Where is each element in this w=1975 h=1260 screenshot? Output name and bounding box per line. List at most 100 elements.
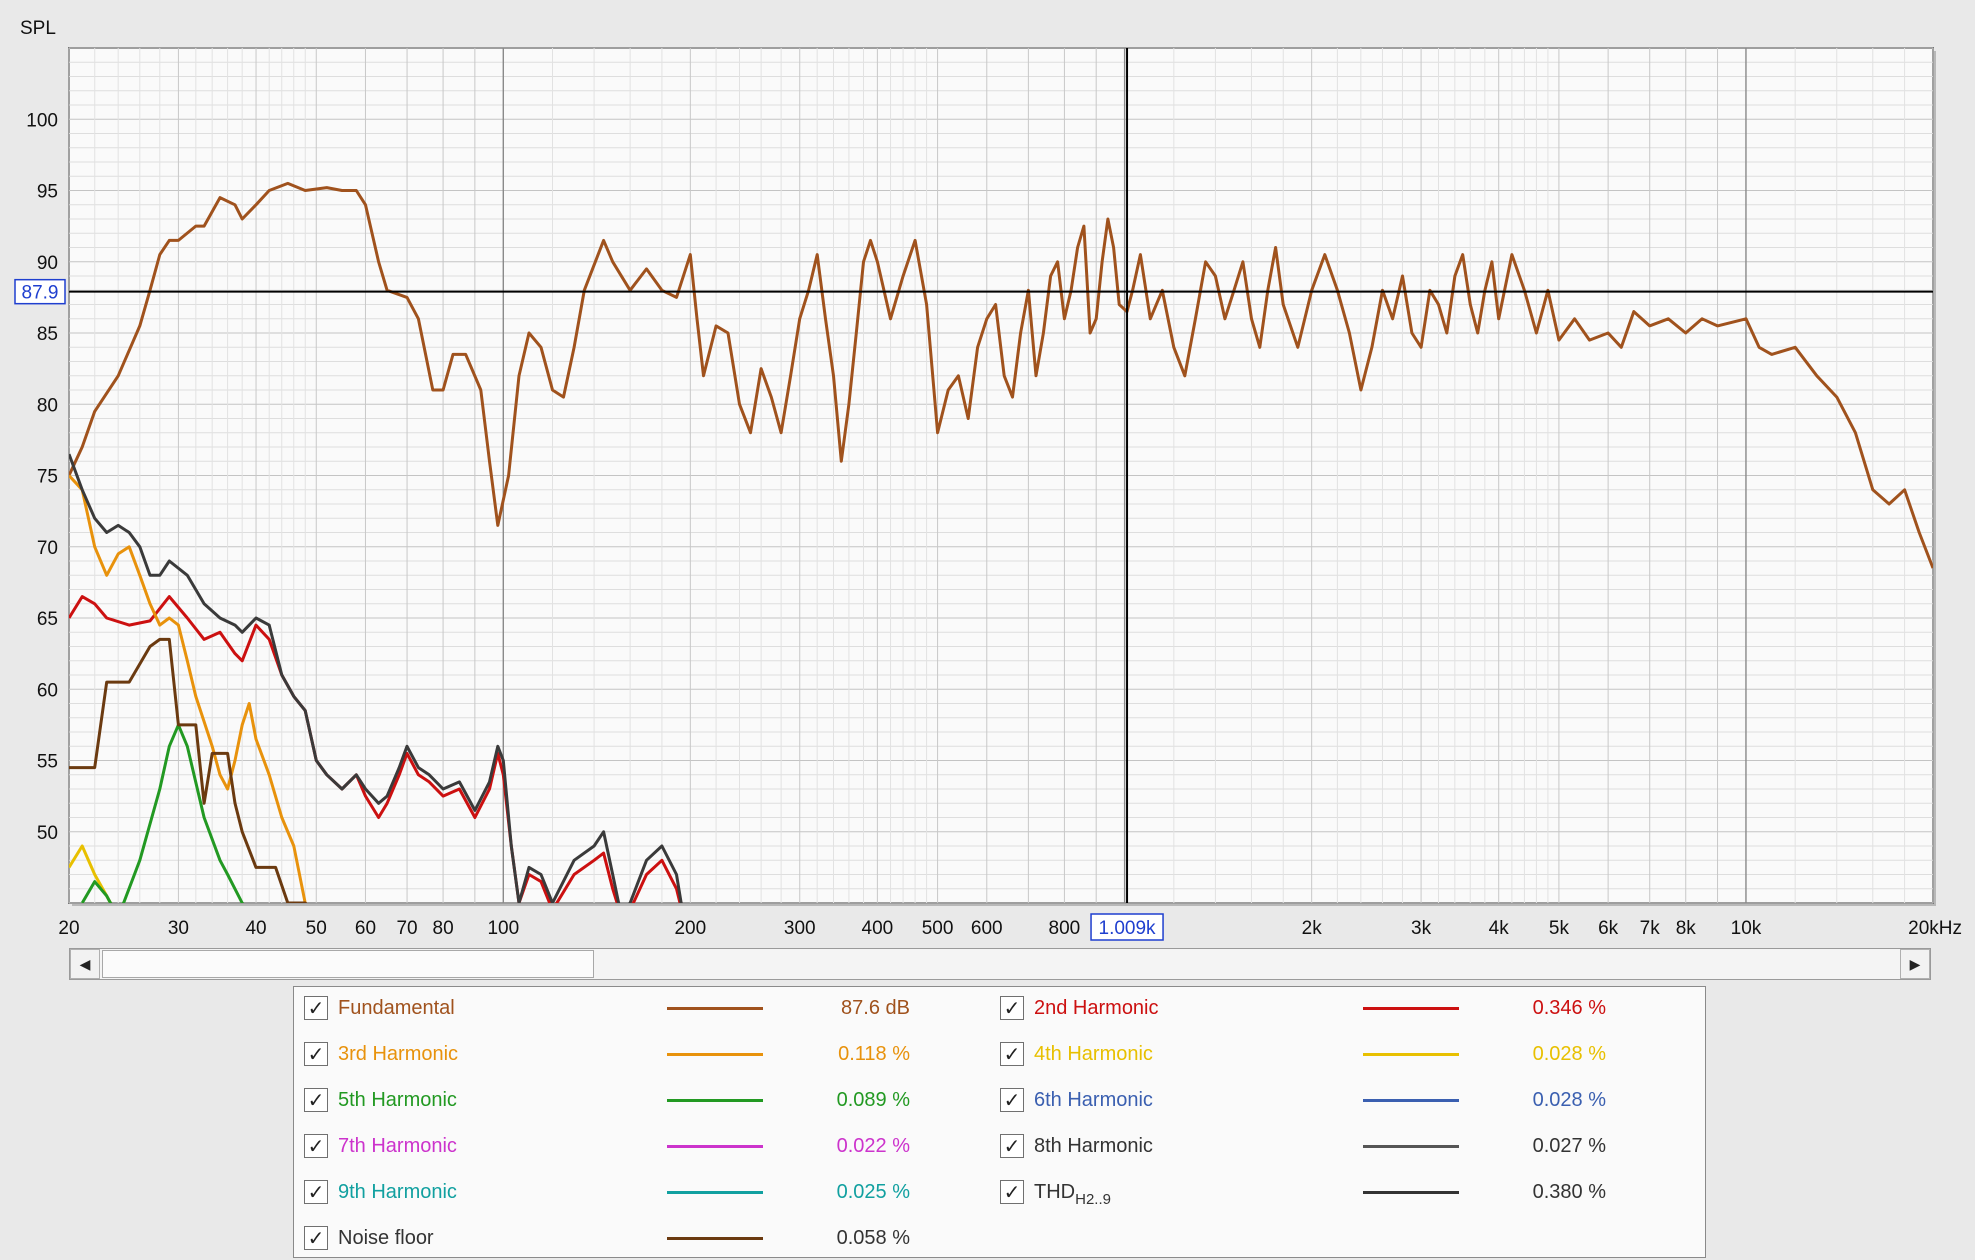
x-tick-label: 2k bbox=[1302, 918, 1323, 939]
scroll-right-button[interactable]: ▶ bbox=[1900, 949, 1930, 979]
x-tick-label: 100 bbox=[487, 918, 519, 939]
legend-label-thd: THDH2..9 bbox=[1034, 1181, 1111, 1208]
y-tick-label: 60 bbox=[37, 680, 58, 701]
legend-checkbox-thd[interactable]: ✓ bbox=[1000, 1180, 1024, 1204]
x-tick-label: 400 bbox=[862, 918, 894, 939]
legend-label-2nd-harmonic: 2nd Harmonic bbox=[1034, 997, 1159, 1019]
series-line-fundamental bbox=[69, 181, 1933, 569]
x-tick-label: 80 bbox=[433, 918, 454, 939]
legend-label-5th-harmonic: 5th Harmonic bbox=[338, 1089, 457, 1111]
x-tick-label: 5k bbox=[1549, 918, 1570, 939]
legend-label-4th-harmonic: 4th Harmonic bbox=[1034, 1043, 1153, 1065]
series-line-5th-harmonic bbox=[80, 723, 244, 903]
legend-value-5th-harmonic: 0.089 % bbox=[836, 1089, 910, 1111]
x-tick-label: 300 bbox=[784, 918, 816, 939]
legend-value-6th-harmonic: 0.028 % bbox=[1532, 1089, 1606, 1111]
legend-value-noise-floor: 0.058 % bbox=[836, 1227, 910, 1249]
cursor[interactable] bbox=[69, 48, 1933, 903]
x-tick-label: 8k bbox=[1676, 918, 1697, 939]
y-tick-label: 85 bbox=[37, 324, 58, 345]
legend-swatch-thd bbox=[1363, 1191, 1459, 1194]
legend-value-8th-harmonic: 0.027 % bbox=[1532, 1135, 1606, 1157]
x-tick-label: 800 bbox=[1049, 918, 1081, 939]
series-line-thd bbox=[69, 453, 683, 903]
legend-label-7th-harmonic: 7th Harmonic bbox=[338, 1135, 457, 1157]
x-tick-label: 40 bbox=[245, 918, 266, 939]
legend-swatch-8th-harmonic bbox=[1363, 1145, 1459, 1148]
legend-value-thd: 0.380 % bbox=[1532, 1181, 1606, 1203]
spl-chart: 100 95 90 85 80 75 70 65 60 55 50 20 30 40 50 60 70 80 100… bbox=[14, 18, 1962, 941]
legend-swatch-9th-harmonic bbox=[667, 1191, 763, 1194]
x-tick-label: 7k bbox=[1640, 918, 1661, 939]
legend-checkbox-3rd-harmonic[interactable]: ✓ bbox=[304, 1042, 328, 1066]
legend-swatch-6th-harmonic bbox=[1363, 1099, 1459, 1102]
series-layer bbox=[69, 181, 1933, 903]
legend-label-6th-harmonic: 6th Harmonic bbox=[1034, 1089, 1153, 1111]
x-tick-label: 70 bbox=[396, 918, 417, 939]
legend-checkbox-4th-harmonic[interactable]: ✓ bbox=[1000, 1042, 1024, 1066]
legend-label-8th-harmonic: 8th Harmonic bbox=[1034, 1135, 1153, 1157]
x-tick-label: 20kHz bbox=[1908, 918, 1962, 939]
legend-value-9th-harmonic: 0.025 % bbox=[836, 1181, 910, 1203]
cursor-x-readout-box bbox=[1090, 913, 1164, 941]
y-tick-label: 65 bbox=[37, 609, 58, 630]
series-line-2nd-harmonic bbox=[69, 595, 682, 903]
legend-swatch-noise-floor bbox=[667, 1237, 763, 1240]
legend-label-noise-floor: Noise floor bbox=[338, 1227, 434, 1249]
legend-checkbox-7th-harmonic[interactable]: ✓ bbox=[304, 1134, 328, 1158]
legend-checkbox-noise-floor[interactable]: ✓ bbox=[304, 1226, 328, 1250]
legend-value-2nd-harmonic: 0.346 % bbox=[1532, 997, 1606, 1019]
x-tick-label: 6k bbox=[1598, 918, 1619, 939]
legend-checkbox-8th-harmonic[interactable]: ✓ bbox=[1000, 1134, 1024, 1158]
legend-checkbox-6th-harmonic[interactable]: ✓ bbox=[1000, 1088, 1024, 1112]
x-tick-label: 600 bbox=[971, 918, 1003, 939]
x-tick-label: 50 bbox=[306, 918, 327, 939]
horizontal-scrollbar[interactable]: ◀ ▶ bbox=[69, 948, 1931, 980]
legend-value-fundamental: 87.6 dB bbox=[841, 997, 910, 1019]
legend-swatch-5th-harmonic bbox=[667, 1099, 763, 1102]
y-tick-label: 75 bbox=[37, 467, 58, 488]
x-tick-label: 200 bbox=[674, 918, 706, 939]
y-tick-label: 55 bbox=[37, 752, 58, 773]
x-tick-label: 20 bbox=[58, 918, 79, 939]
legend-label-subscript: H2..9 bbox=[1075, 1191, 1111, 1208]
x-tick-label: 3k bbox=[1411, 918, 1432, 939]
legend-value-4th-harmonic: 0.028 % bbox=[1532, 1043, 1606, 1065]
series-line-noise-floor bbox=[69, 637, 308, 903]
x-tick-label: 30 bbox=[168, 918, 189, 939]
cursor-x-readout: 1.009k bbox=[1099, 918, 1157, 939]
x-tick-label: 500 bbox=[922, 918, 954, 939]
scroll-thumb[interactable] bbox=[102, 950, 594, 978]
cursor-y-readout-box bbox=[14, 278, 66, 305]
legend-swatch-2nd-harmonic bbox=[1363, 1007, 1459, 1010]
legend-value-3rd-harmonic: 0.118 % bbox=[838, 1043, 910, 1065]
y-axis-label: SPL bbox=[20, 18, 56, 39]
legend-panel: ✓ Fundamental 87.6 dB ✓ 2nd Harmonic 0.346 % ✓… bbox=[293, 986, 1706, 1258]
legend-checkbox-5th-harmonic[interactable]: ✓ bbox=[304, 1088, 328, 1112]
y-tick-label: 95 bbox=[37, 182, 58, 203]
y-tick-label: 100 bbox=[26, 110, 58, 131]
x-tick-label: 4k bbox=[1489, 918, 1510, 939]
legend-checkbox-fundamental[interactable]: ✓ bbox=[304, 996, 328, 1020]
x-tick-label: 10k bbox=[1731, 918, 1762, 939]
right-arrow-icon: ▶ bbox=[1909, 955, 1921, 972]
legend-label-3rd-harmonic: 3rd Harmonic bbox=[338, 1043, 459, 1065]
legend-swatch-7th-harmonic bbox=[667, 1145, 763, 1148]
legend-label-9th-harmonic: 9th Harmonic bbox=[338, 1181, 457, 1203]
legend-swatch-4th-harmonic bbox=[1363, 1053, 1459, 1056]
x-tick-label: 60 bbox=[355, 918, 376, 939]
legend-swatch-fundamental bbox=[667, 1007, 763, 1010]
legend-label-fundamental: Fundamental bbox=[338, 997, 455, 1019]
y-tick-label: 50 bbox=[37, 823, 58, 844]
legend-checkbox-2nd-harmonic[interactable]: ✓ bbox=[1000, 996, 1024, 1020]
series-line-4th-harmonic bbox=[69, 844, 113, 903]
legend-checkbox-9th-harmonic[interactable]: ✓ bbox=[304, 1180, 328, 1204]
axes: 100 95 90 85 80 75 70 65 60 55 50 20 30 40 50 60 70 80 100… bbox=[14, 110, 1962, 941]
y-tick-label: 80 bbox=[37, 395, 58, 416]
scroll-left-button[interactable]: ◀ bbox=[70, 949, 100, 979]
y-tick-label: 90 bbox=[37, 253, 58, 274]
grid bbox=[68, 47, 1934, 904]
legend-swatch-3rd-harmonic bbox=[667, 1053, 763, 1056]
cursor-y-readout: 87.9 bbox=[22, 283, 59, 304]
left-arrow-icon: ◀ bbox=[79, 955, 91, 972]
